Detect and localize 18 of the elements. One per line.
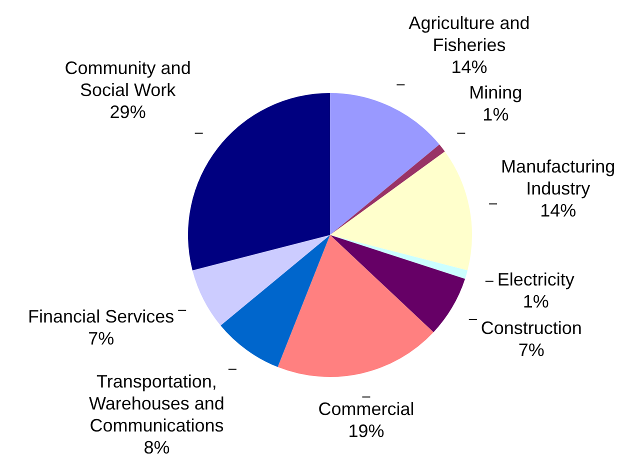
- data-label: 7%: [518, 340, 544, 360]
- data-label: 14%: [451, 56, 488, 77]
- data-label: 1%: [522, 292, 549, 312]
- slice-label: Manufacturing Industry: [501, 156, 616, 198]
- slice-label: Agriculture and Fisheries: [408, 12, 530, 55]
- data-label: 19%: [348, 420, 384, 441]
- data-label: 1%: [482, 104, 509, 124]
- data-label: 14%: [540, 200, 576, 220]
- data-label: 8%: [144, 437, 170, 458]
- data-label: 29%: [110, 102, 146, 122]
- slice-label: Mining: [469, 82, 522, 102]
- slice-label: Electricity: [497, 270, 574, 290]
- data-label: 7%: [88, 328, 114, 348]
- slice-label: Commercial: [318, 398, 414, 419]
- slice-label: Construction: [480, 318, 582, 338]
- slice-label: Financial Services: [28, 306, 174, 326]
- slice-label: Transportation, Warehouses and Communications: [89, 371, 224, 436]
- slice-label: Community and Social Work: [64, 58, 191, 100]
